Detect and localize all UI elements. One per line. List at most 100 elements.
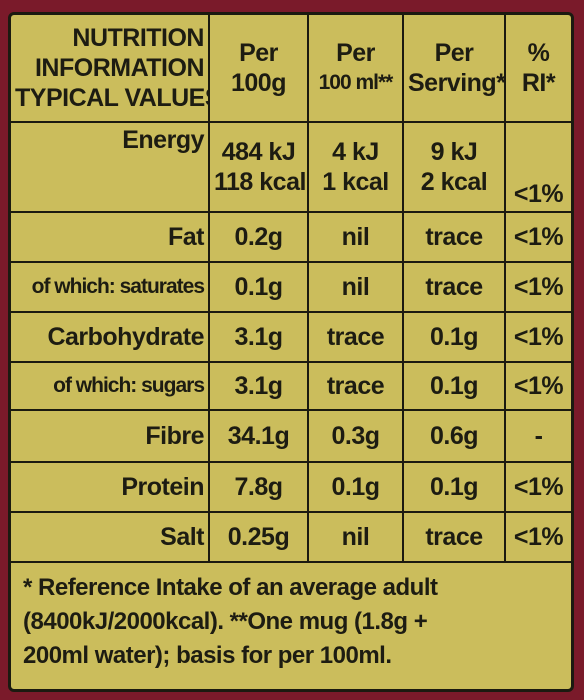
cell-text: 2 kcal	[420, 168, 488, 196]
cell-text: trace	[425, 523, 483, 551]
cell-text: NUTRITION	[72, 24, 204, 52]
table-cell: of which: saturates	[11, 261, 210, 313]
table-cell: 3.1g	[208, 361, 309, 411]
cell-text: 0.6g	[429, 422, 479, 450]
cell-text: 34.1g	[227, 422, 290, 450]
header-cell: Per 100 ml**	[307, 15, 404, 123]
table-cell: <1%	[504, 121, 571, 213]
cell-text: Energy	[122, 126, 204, 154]
table-row: Fibre 34.1g 0.3g 0.6g -	[11, 409, 571, 463]
table-cell: 0.1g	[402, 311, 506, 363]
table-cell: 0.25g	[208, 511, 309, 563]
cell-text: Per	[434, 39, 474, 67]
table-row: Energy 484 kJ 118 kcal 4 kJ 1 kcal 9 kJ 2 kcal…	[11, 121, 571, 213]
cell-text: 0.1g	[234, 273, 283, 301]
cell-text: 3.1g	[234, 323, 283, 351]
table-row: Protein 7.8g 0.1g 0.1g <1%	[11, 461, 571, 513]
table-cell: 484 kJ 118 kcal	[208, 121, 309, 213]
table-cell: <1%	[504, 211, 571, 263]
footnote-line: (8400kJ/2000kcal). **One mug (1.8g +	[23, 608, 428, 635]
table-cell: 3.1g	[208, 311, 309, 363]
header-row: NUTRITION INFORMATION TYPICAL VALUES Per 100…	[11, 15, 571, 123]
cell-text: <1%	[513, 473, 564, 501]
table-cell: trace	[402, 511, 506, 563]
cell-text: Salt	[160, 523, 204, 551]
cell-text: Fibre	[145, 422, 204, 450]
table-cell: 34.1g	[208, 409, 309, 463]
cell-text: Protein	[121, 473, 204, 501]
table-cell: Fibre	[11, 409, 210, 463]
table-cell: <1%	[504, 461, 571, 513]
table-cell: nil	[307, 261, 404, 313]
cell-text: INFORMATION	[34, 54, 205, 82]
header-cell: Per Serving**	[402, 15, 506, 123]
footnote-line: 200ml water); basis for per 100ml.	[23, 642, 392, 669]
table-cell: 0.1g	[307, 461, 404, 513]
cell-text: -	[534, 422, 543, 450]
footnote: * Reference Intake of an average adult (8…	[11, 563, 571, 681]
table-cell: 0.1g	[402, 461, 506, 513]
cell-text: Carbohydrate	[47, 323, 204, 351]
table-cell: 9 kJ 2 kcal	[402, 121, 506, 213]
table-cell: nil	[307, 211, 404, 263]
cell-text: 0.1g	[429, 323, 479, 351]
table-cell: of which: sugars	[11, 361, 210, 411]
cell-text: Per	[336, 39, 375, 67]
cell-text: 0.3g	[331, 422, 380, 450]
header-cell: Per 100g	[208, 15, 309, 123]
cell-text: 0.25g	[227, 523, 290, 551]
table-row: of which: saturates 0.1g nil trace <1%	[11, 261, 571, 313]
table-cell: <1%	[504, 261, 571, 313]
table-cell: Salt	[11, 511, 210, 563]
cell-text: 4 kJ	[332, 138, 379, 166]
table-cell: 0.6g	[402, 409, 506, 463]
cell-text: of which: sugars	[53, 374, 205, 397]
cell-text: 100 ml**	[318, 71, 394, 94]
nutrition-label: NUTRITION INFORMATION TYPICAL VALUES Per 100…	[8, 12, 574, 692]
cell-text: <1%	[513, 323, 564, 351]
table-cell: <1%	[504, 511, 571, 563]
table-cell: Fat	[11, 211, 210, 263]
table-cell: 4 kJ 1 kcal	[307, 121, 404, 213]
table-cell: trace	[307, 361, 404, 411]
cell-text: <1%	[513, 180, 564, 208]
cell-text: 0.1g	[429, 372, 479, 400]
table-cell: <1%	[504, 361, 571, 411]
table-cell: Energy	[11, 121, 210, 213]
cell-text: %	[527, 39, 550, 67]
table-cell: 7.8g	[208, 461, 309, 513]
table-cell: -	[504, 409, 571, 463]
cell-text: 9 kJ	[430, 138, 478, 166]
table-row: Carbohydrate 3.1g trace 0.1g <1%	[11, 311, 571, 363]
cell-text: 484 kJ	[221, 138, 296, 166]
cell-text: <1%	[513, 523, 564, 551]
cell-text: trace	[425, 273, 483, 301]
header-cell: % RI*	[504, 15, 571, 123]
cell-text: trace	[326, 372, 385, 400]
table-cell: trace	[307, 311, 404, 363]
table-row: Salt 0.25g nil trace <1%	[11, 511, 571, 563]
cell-text: Per	[239, 39, 278, 67]
nutrition-table: NUTRITION INFORMATION TYPICAL VALUES Per 100…	[11, 15, 571, 563]
cell-text: 3.1g	[234, 372, 283, 400]
cell-text: nil	[341, 523, 370, 551]
cell-text: <1%	[513, 273, 564, 301]
cell-text: 7.8g	[234, 473, 283, 501]
cell-text: <1%	[513, 372, 564, 400]
table-cell: nil	[307, 511, 404, 563]
table-row: of which: sugars 3.1g trace 0.1g <1%	[11, 361, 571, 411]
table-cell: 0.1g	[402, 361, 506, 411]
footnote-line: * Reference Intake of an average adult	[23, 574, 438, 601]
table-cell: Carbohydrate	[11, 311, 210, 363]
table-cell: 0.3g	[307, 409, 404, 463]
cell-text: 1 kcal	[322, 168, 389, 196]
cell-text: RI*	[521, 69, 556, 97]
table-cell: 0.1g	[208, 261, 309, 313]
table-cell: 0.2g	[208, 211, 309, 263]
cell-text: 0.1g	[331, 473, 380, 501]
cell-text: 0.1g	[429, 473, 479, 501]
cell-text: 0.2g	[234, 223, 283, 251]
cell-text: TYPICAL VALUES	[15, 84, 209, 112]
cell-text: 100g	[231, 69, 286, 97]
